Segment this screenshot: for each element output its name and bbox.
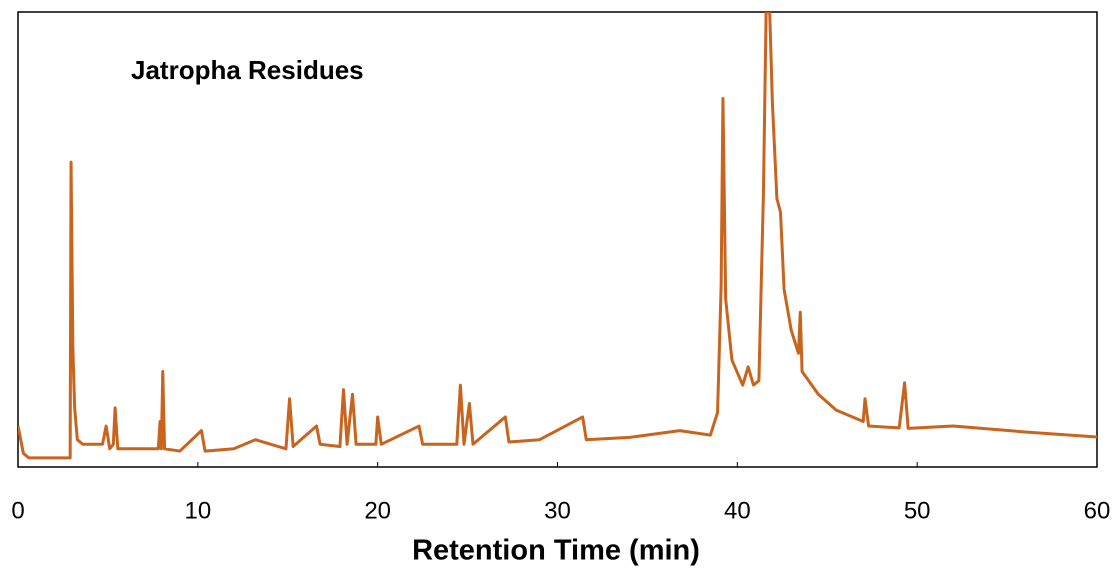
x-tick-label: 0 [11, 497, 24, 524]
chromatogram-line [18, 12, 1097, 460]
x-tick-label: 10 [184, 497, 211, 524]
x-axis-label: Retention Time (min) [412, 535, 700, 567]
x-tick-label: 60 [1084, 497, 1111, 524]
x-tick-label: 40 [724, 497, 751, 524]
x-tick-label: 30 [544, 497, 571, 524]
x-tick-label: 20 [364, 497, 391, 524]
chart-title: Jatropha Residues [131, 55, 364, 85]
x-tick-label: 50 [904, 497, 931, 524]
